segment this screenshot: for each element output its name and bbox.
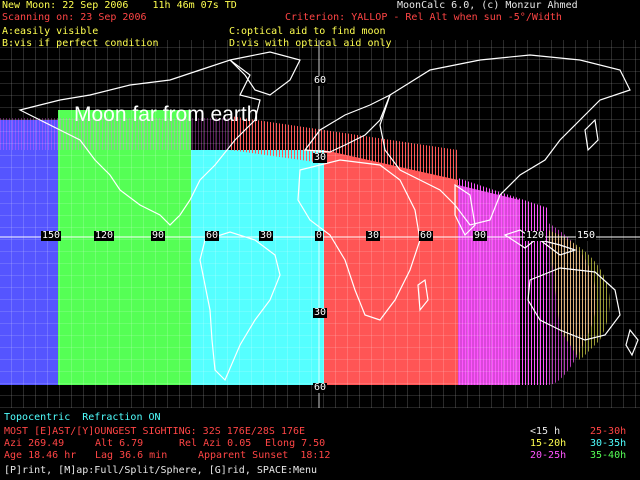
azimuth: Azi 269.49 [4,438,65,449]
scanning-date: Scanning on: 23 Sep 2006 [2,12,147,23]
command-menu[interactable]: [P]rint, [M]ap:Full/Split/Sphere, [G]rid… [4,465,318,476]
legend-item: <15 h [530,426,561,437]
lon-label: 150 [576,230,597,241]
legend-item: 15-20h [530,438,567,449]
lat-label: 60 [313,382,328,393]
lon-label: 60 [205,230,220,241]
app-title: MoonCalc 6.0, (c) Monzur Ahmed [397,0,578,11]
relative-azimuth: Rel Azi 0.05 [179,438,252,449]
moonset-lag: Lag 36.6 min [95,450,168,461]
new-moon-line: New Moon: 22 Sep 2006 11h 46m 07s TD [2,0,237,11]
lon-label: 30 [259,230,274,241]
lon-label: 30 [366,230,381,241]
callout-label: Moon far from earth [74,103,259,126]
lon-label: 90 [151,230,166,241]
lat-label: 60 [313,75,328,86]
legend-item: 35-40h [590,450,627,461]
coastlines [18,51,639,382]
key-a: A:easily visible [2,26,99,37]
apparent-sunset: Apparent Sunset 18:12 [198,450,331,461]
lon-label: 150 [41,230,62,241]
lat-label: 30 [313,307,328,318]
lon-label: 90 [473,230,488,241]
lon-label: 120 [525,230,546,241]
legend-item: 25-30h [590,426,627,437]
lon-label: 120 [94,230,115,241]
lon-label: 60 [419,230,434,241]
topocentric-mode: Topocentric Refraction ON [4,412,161,423]
altitude: Alt 6.79 [95,438,144,449]
legend-item: 20-25h [530,450,567,461]
lat-label: 30 [313,152,328,163]
legend-item: 30-35h [590,438,627,449]
key-b: B:vis if perfect condition [2,38,159,49]
criterion-text: Criterion: YALLOP - Rel Alt when sun -5°… [285,12,562,23]
most-sighting: MOST [E]AST/[Y]OUNGEST SIGHTING: 32S 176… [4,426,306,437]
key-d: D:vis with optical aid only [229,38,392,49]
elongation: Elong 7.50 [265,438,326,449]
key-c: C:optical aid to find moon [229,26,386,37]
lon-label: 0 [315,230,324,241]
moon-age: Age 18.46 hr [4,450,77,461]
